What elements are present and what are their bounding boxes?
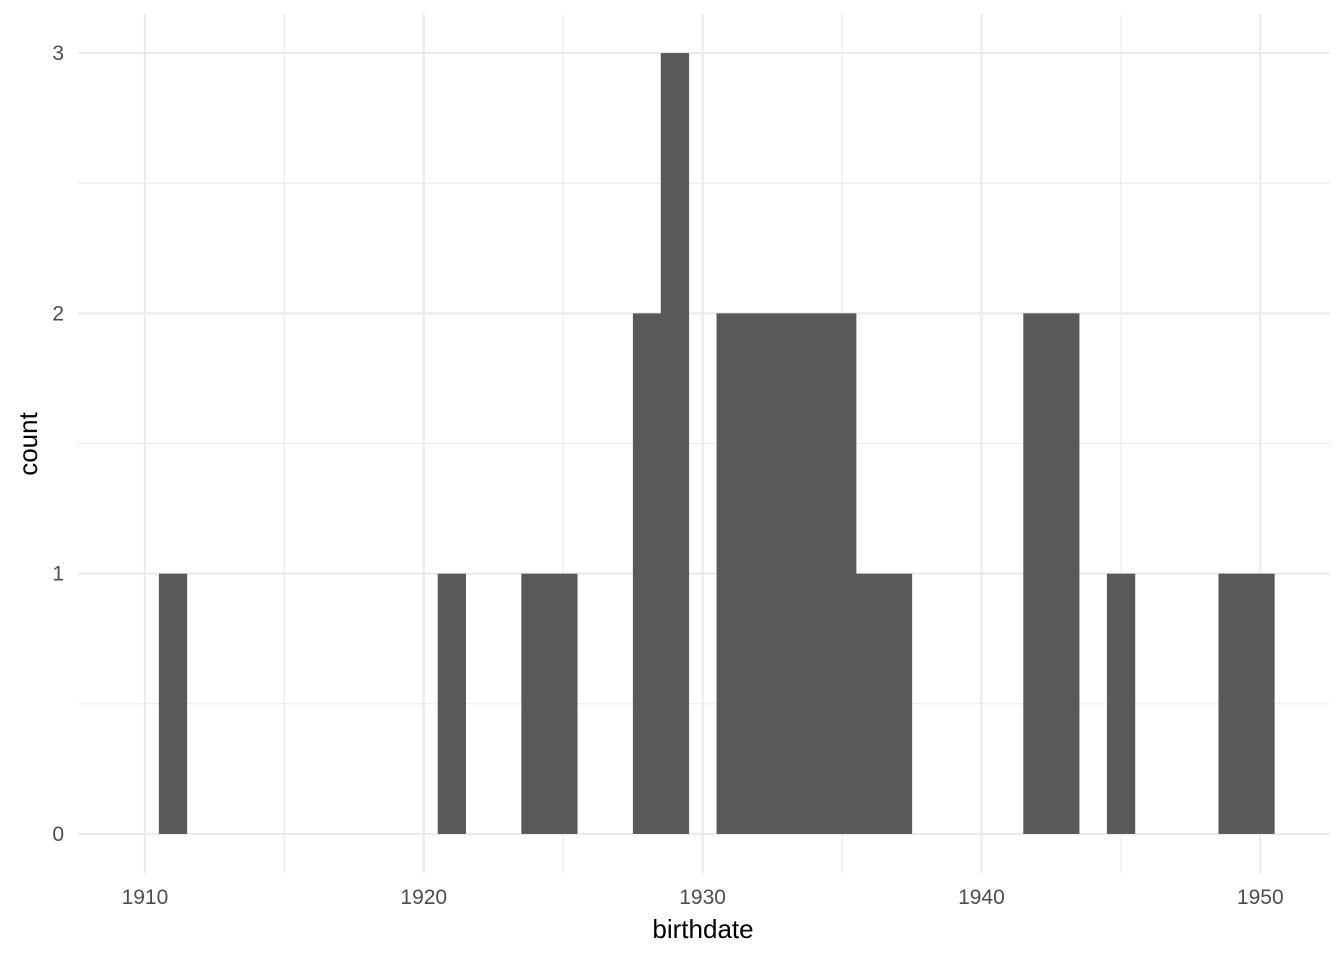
histogram-bar — [716, 313, 745, 834]
histogram-bar — [1023, 313, 1052, 834]
histogram-bar — [1246, 573, 1275, 834]
histogram-bar — [855, 573, 885, 834]
x-tick-label: 1920 — [400, 886, 447, 909]
y-axis-ticks: 0 1 2 3 — [52, 42, 64, 846]
y-tick-label: 0 — [52, 823, 64, 846]
x-tick-label: 1910 — [122, 886, 169, 909]
y-tick-label: 1 — [52, 563, 64, 586]
x-tick-label: 1950 — [1237, 886, 1284, 909]
histogram-bar — [772, 313, 801, 834]
grid-lines — [78, 14, 1330, 873]
histogram-bar — [521, 573, 550, 834]
histogram-bar — [437, 573, 466, 834]
y-tick-label: 2 — [52, 302, 64, 325]
histogram-bar — [549, 573, 578, 834]
histogram-bar — [158, 573, 188, 834]
y-axis-title: count — [13, 411, 43, 475]
histogram-bar — [1218, 573, 1247, 834]
histogram-bar — [828, 313, 857, 834]
histogram-bars — [158, 53, 1275, 834]
x-tick-label: 1940 — [958, 886, 1005, 909]
histogram-bar — [1106, 573, 1136, 834]
y-tick-label: 3 — [52, 42, 64, 65]
histogram-bar — [632, 313, 662, 834]
x-axis-ticks: 1910 1920 1930 1940 1950 — [122, 886, 1284, 909]
x-axis-title: birthdate — [652, 914, 753, 944]
histogram-bar — [883, 573, 913, 834]
histogram-bar — [660, 53, 690, 834]
histogram-bar — [744, 313, 773, 834]
histogram-bar — [800, 313, 829, 834]
x-tick-label: 1930 — [679, 886, 726, 909]
histogram-bar — [1051, 313, 1080, 834]
